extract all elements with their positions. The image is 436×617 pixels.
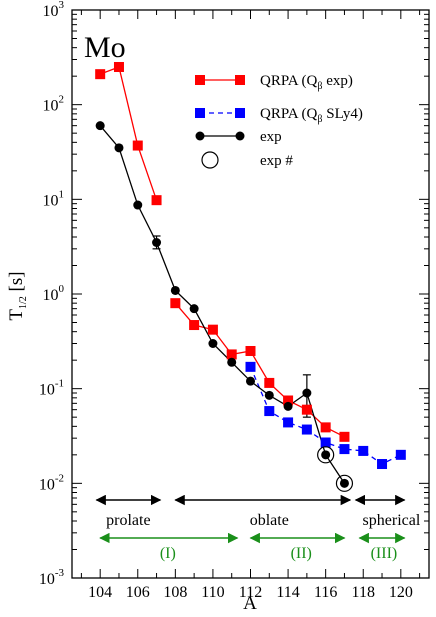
region-label: spherical <box>363 512 421 529</box>
region-annotation: (III) <box>358 532 406 562</box>
data-point <box>201 151 219 169</box>
region-annotation: (I) <box>99 532 239 562</box>
data-point <box>170 285 180 295</box>
data-point <box>264 390 274 400</box>
y-axis-label: T1/2 [s] <box>6 271 29 320</box>
data-point <box>283 401 293 411</box>
legend-label: QRPA (Qβ exp) <box>260 73 353 92</box>
data-point <box>195 75 205 85</box>
series-markers <box>317 446 354 492</box>
region-label: (II) <box>291 545 312 562</box>
x-tick-label: 110 <box>201 584 224 601</box>
axis-ticks <box>72 9 429 579</box>
data-point <box>226 349 237 360</box>
data-point <box>195 108 205 118</box>
data-point <box>227 357 237 367</box>
region-annotation: (II) <box>249 532 346 562</box>
data-point <box>245 361 256 372</box>
x-tick-label: 104 <box>88 584 112 601</box>
x-axis-label: A <box>243 593 257 614</box>
data-point <box>358 445 369 456</box>
data-point <box>208 338 218 348</box>
data-point <box>339 444 350 455</box>
x-tick-label: 108 <box>163 584 187 601</box>
x-tick-label: 116 <box>314 584 337 601</box>
series-line-group <box>99 66 345 438</box>
legend-label: exp # <box>260 153 293 169</box>
data-point <box>235 75 245 85</box>
data-point <box>152 237 162 247</box>
region-label: prolate <box>106 512 150 529</box>
region-annotations: prolate oblate spherical (I) (II) (III) <box>95 494 421 562</box>
panel-label: Mo <box>84 31 126 64</box>
region-annotation: oblate <box>174 494 352 529</box>
x-tick-label: 120 <box>389 584 413 601</box>
data-point <box>264 406 275 417</box>
data-point <box>245 345 256 356</box>
data-point <box>283 395 294 406</box>
data-point <box>339 431 350 442</box>
y-tick-label: 102 <box>43 94 65 115</box>
x-tick-label: 112 <box>239 584 262 601</box>
data-series <box>95 61 406 492</box>
data-point <box>321 450 331 460</box>
y-tick-label: 103 <box>43 0 65 20</box>
data-point <box>317 446 335 464</box>
data-point <box>235 108 245 118</box>
data-point <box>335 474 354 492</box>
y-tick-label: 10-3 <box>39 567 65 588</box>
region-label: (I) <box>160 545 176 562</box>
legend-label: exp <box>260 129 282 145</box>
legend-entry: QRPA (Qβ exp) <box>195 73 353 92</box>
data-point <box>95 69 106 80</box>
y-tick-label: 10-2 <box>39 472 64 493</box>
region-label: (III) <box>371 545 398 562</box>
data-point <box>189 304 199 314</box>
data-point <box>95 121 105 131</box>
series-markers <box>95 121 349 488</box>
legend: QRPA (Qβ exp) QRPA (Qβ SLy4) exp exp # <box>195 73 363 169</box>
data-point <box>320 437 331 448</box>
data-point <box>132 140 143 151</box>
data-point <box>207 324 218 335</box>
y-tick-label: 101 <box>43 188 65 209</box>
data-point <box>189 320 200 331</box>
series-markers <box>245 361 406 470</box>
y-tick-label: 100 <box>43 283 65 304</box>
data-point <box>151 195 162 206</box>
data-point <box>302 388 312 398</box>
data-point <box>377 459 388 470</box>
data-point <box>264 377 275 388</box>
x-tick-label: 118 <box>352 584 375 601</box>
x-tick-labels: 104 106 108 110 112 114 116 118 120 <box>88 584 413 601</box>
data-point <box>320 422 331 433</box>
data-point <box>114 143 124 153</box>
data-point <box>235 131 245 141</box>
x-tick-label: 114 <box>276 584 299 601</box>
data-point <box>395 449 406 460</box>
series-line <box>99 66 158 201</box>
data-point <box>301 424 312 435</box>
x-tick-label: 106 <box>126 584 150 601</box>
legend-label: QRPA (Qβ SLy4) <box>260 106 363 125</box>
region-label: oblate <box>250 512 289 529</box>
legend-entry: QRPA (Qβ SLy4) <box>195 106 363 125</box>
y-tick-label: 10-1 <box>39 378 64 399</box>
series-markers <box>95 61 350 442</box>
data-point <box>246 376 255 386</box>
region-annotation: spherical <box>354 494 421 529</box>
y-tick-labels: 10-3 10-2 10-1 100 101 102 103 <box>39 0 65 588</box>
data-point <box>133 200 143 210</box>
data-point <box>195 131 205 141</box>
region-annotation: prolate <box>95 494 162 529</box>
data-point <box>339 478 349 488</box>
series-line <box>174 302 345 438</box>
data-point <box>283 417 294 428</box>
legend-entry: exp # <box>201 151 293 169</box>
data-point <box>113 61 124 72</box>
data-point <box>301 404 312 415</box>
data-point <box>170 298 181 309</box>
legend-entry: exp <box>195 129 282 145</box>
